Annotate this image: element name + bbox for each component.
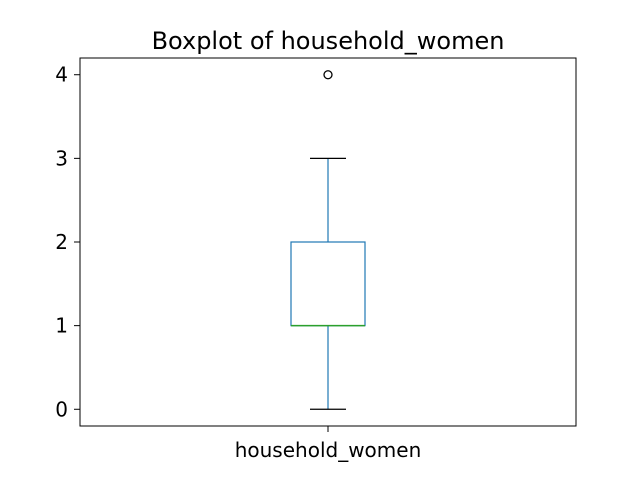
iqr-box (290, 241, 366, 327)
y-axis: 0 1 2 3 4 (55, 63, 329, 432)
y-tick-label: 2 (55, 230, 68, 254)
outlier-point (323, 70, 333, 80)
y-tick-label: 1 (55, 314, 68, 338)
y-tick-label: 0 (55, 397, 68, 421)
y-tick-label: 3 (55, 146, 68, 170)
x-category-label: household_women (235, 438, 422, 462)
box-group (290, 70, 366, 410)
chart-title: Boxplot of household_women (152, 27, 505, 55)
y-tick-label: 4 (55, 63, 68, 87)
